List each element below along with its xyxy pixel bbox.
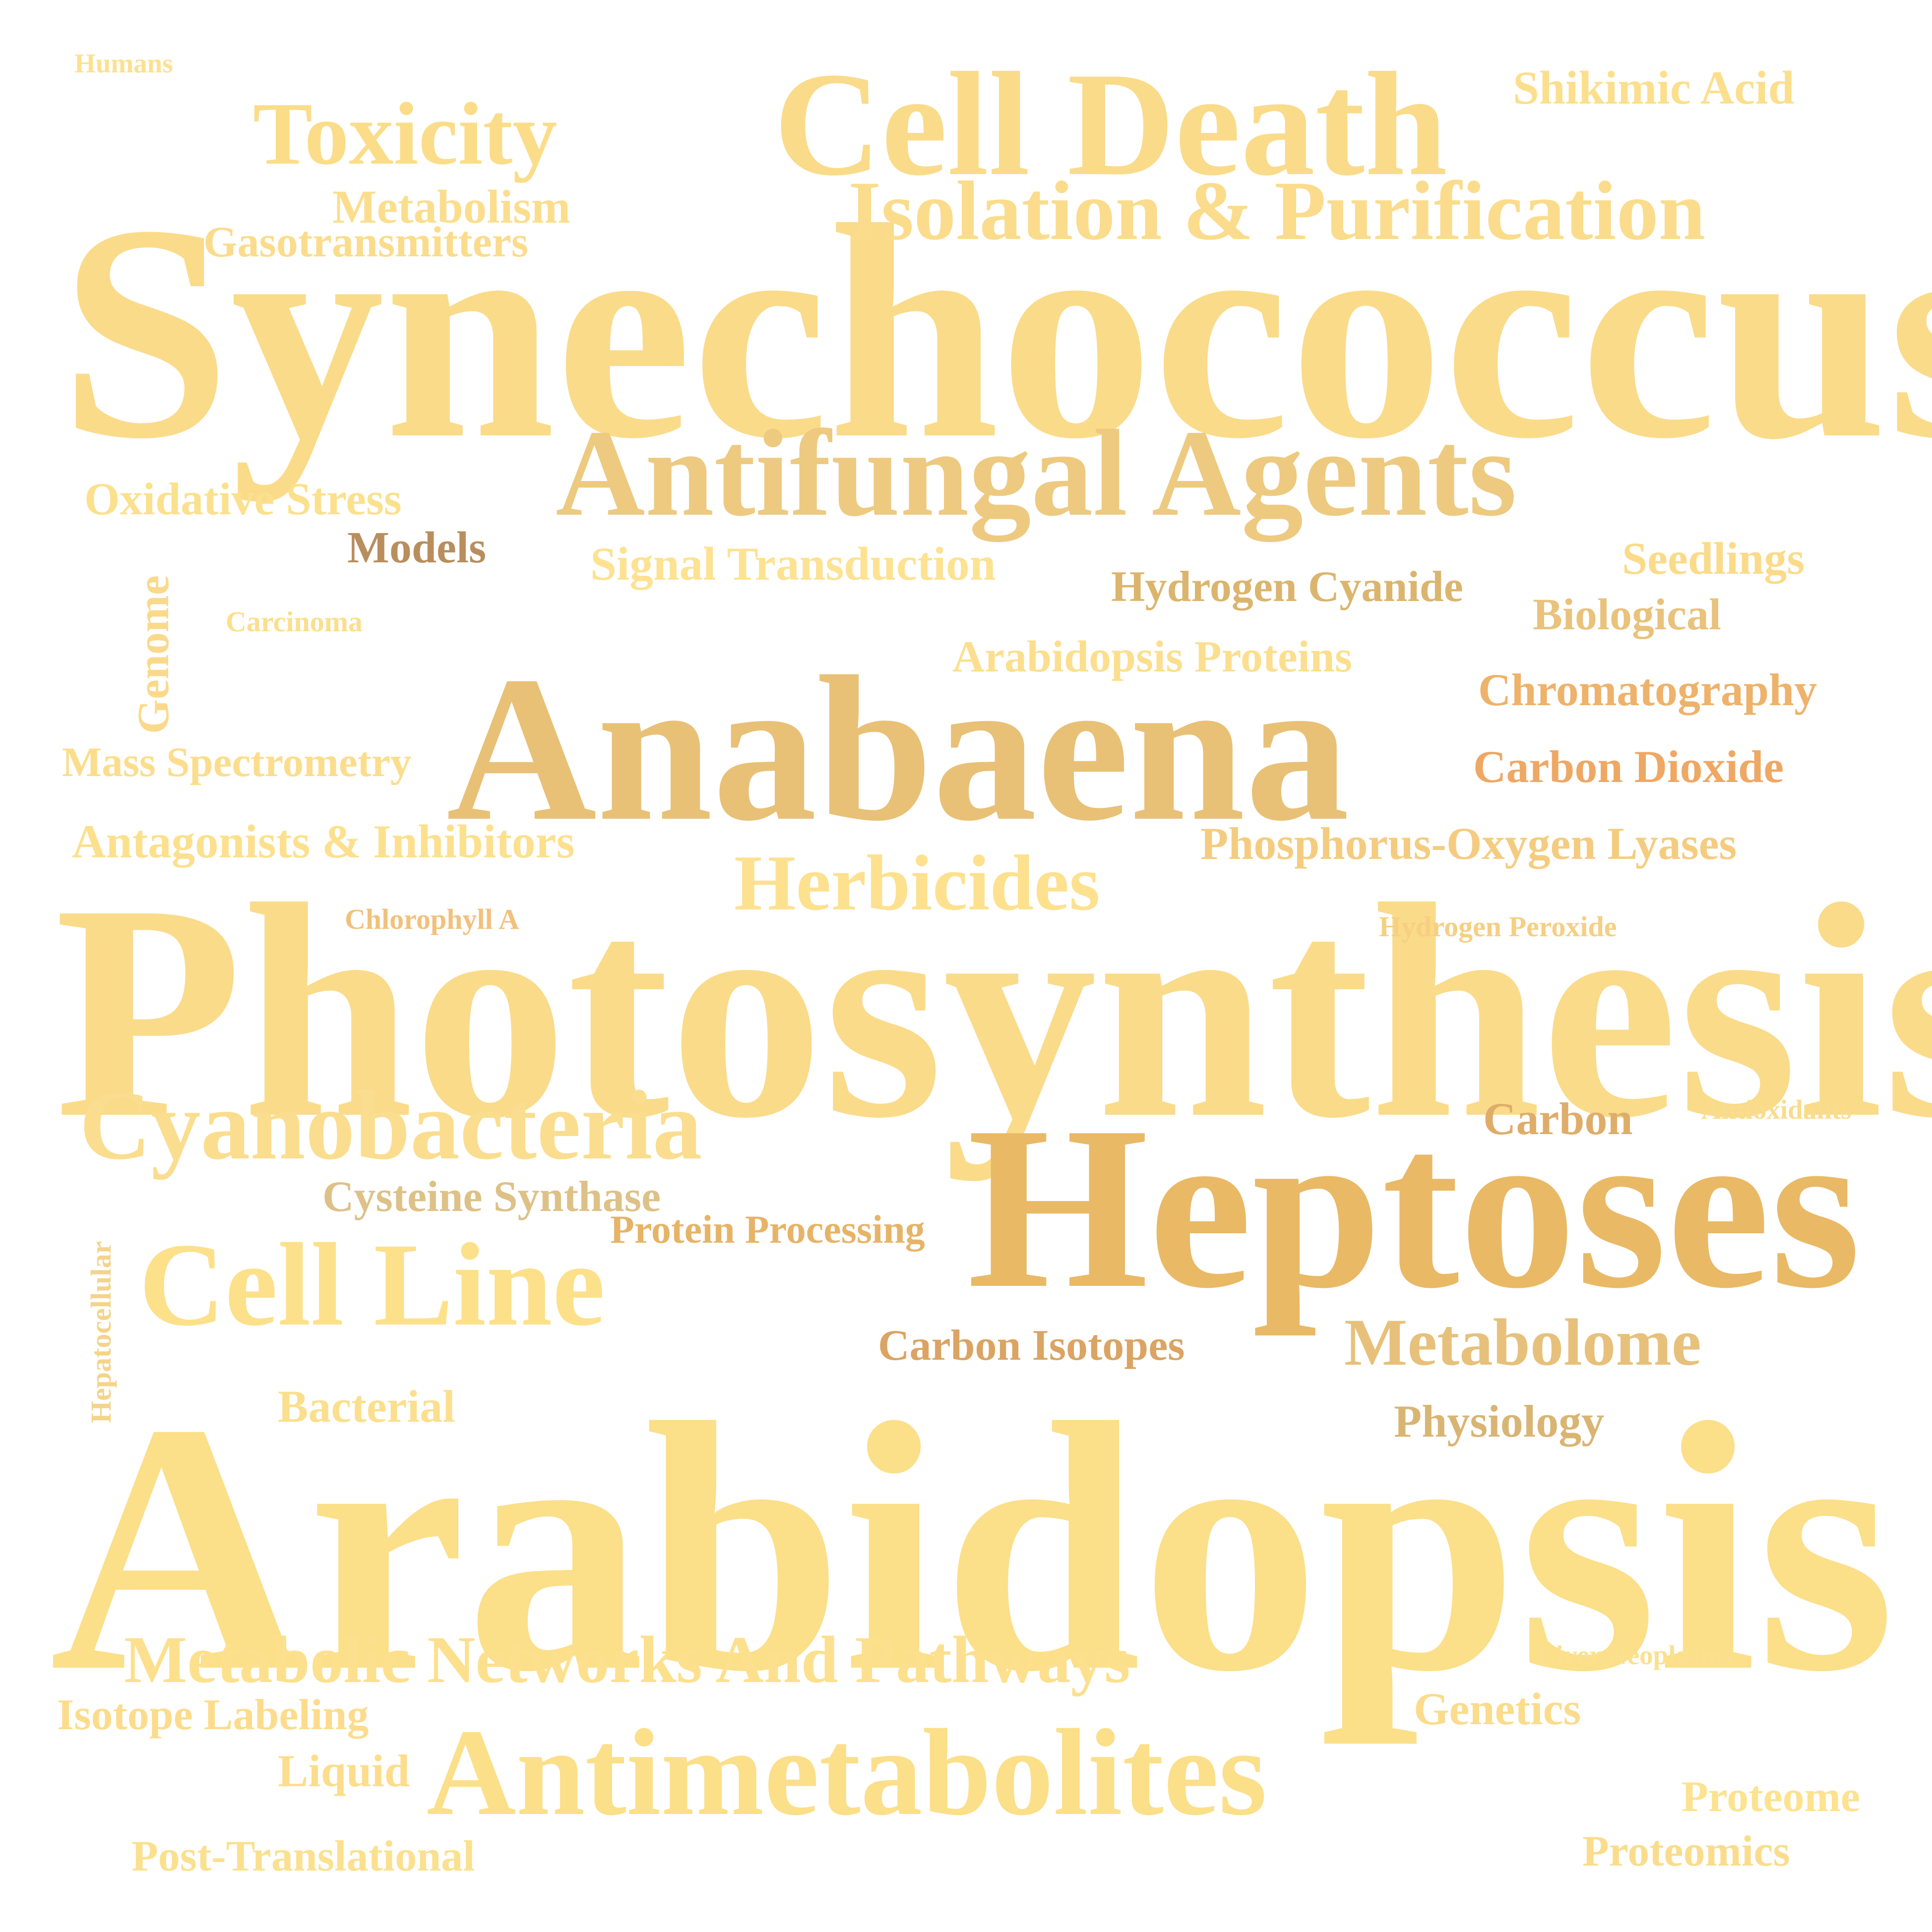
- word-bacterial: Bacterial: [278, 1381, 455, 1432]
- word-cysteine-synthase: Cysteine Synthase: [322, 1173, 661, 1221]
- word-genetics: Genetics: [1414, 1684, 1581, 1734]
- word-arabidopsis: Arabidopsis: [50, 1349, 1896, 1745]
- word-liquid: Liquid: [278, 1746, 410, 1796]
- word-models: Models: [347, 523, 486, 572]
- word-toxicity: Toxicity: [253, 84, 558, 183]
- word-heptoses: Heptoses: [967, 1078, 1861, 1336]
- word-photosynthesis: Photosynthesis: [55, 842, 1932, 1182]
- word-antagonists-inhibitors: Antagonists & Inhibitors: [72, 815, 575, 868]
- word-isotope-labeling: Isotope Labeling: [57, 1691, 369, 1739]
- word-anabaena: Anabaena: [446, 633, 1350, 864]
- word-antimetabolites: Antimetabolites: [427, 1704, 1267, 1841]
- word-antifungal-agents: Antifungal Agents: [556, 405, 1517, 542]
- word-post-translational: Post-Translational: [131, 1832, 475, 1880]
- word-carbon-isotopes: Carbon Isotopes: [878, 1322, 1185, 1370]
- word-proteomics: Proteomics: [1582, 1827, 1790, 1875]
- word-proteome: Proteome: [1682, 1773, 1860, 1821]
- word-gasotransmitters: Gasotransmitters: [203, 218, 528, 266]
- word-physiology: Physiology: [1394, 1396, 1605, 1447]
- word-liver-neoplasms: Liver Neoplasms: [1538, 1640, 1734, 1670]
- word-signal-transduction: Signal Transduction: [590, 538, 996, 590]
- word-synechococcus: Synechococcus: [60, 162, 1932, 502]
- word-humans: Humans: [74, 48, 173, 78]
- word-cyanobacteria: Cyanobacteria: [79, 1071, 702, 1180]
- word-shikimic-acid: Shikimic Acid: [1513, 61, 1795, 114]
- word-hepatocellular: Hepatocellular: [85, 1241, 117, 1423]
- word-seedlings: Seedlings: [1622, 533, 1805, 584]
- word-phosphorus-oxygen-lyases: Phosphorus-Oxygen Lyases: [1200, 818, 1737, 869]
- word-hydrogen-peroxide: Hydrogen Peroxide: [1379, 910, 1617, 943]
- word-carcinoma: Carcinoma: [226, 605, 363, 638]
- word-herbicides: Herbicides: [734, 839, 1100, 927]
- word-genome: Genome: [129, 575, 178, 734]
- word-biological: Biological: [1533, 590, 1721, 639]
- word-protein-processing: Protein Processing: [610, 1208, 925, 1252]
- word-oxidative-stress: Oxidative Stress: [84, 474, 402, 524]
- word-hydrogen-cyanide: Hydrogen Cyanide: [1111, 563, 1463, 611]
- word-carbon-dioxide: Carbon Dioxide: [1473, 741, 1784, 792]
- word-metabolism: Metabolism: [332, 181, 571, 233]
- word-arabidopsis-proteins: Arabidopsis Proteins: [952, 632, 1352, 681]
- word-mass-spectrometry: Mass Spectrometry: [62, 739, 412, 785]
- word-metabolome: Metabolome: [1344, 1306, 1701, 1380]
- word-metabolic-networks: Metabolic Networks And Pathways: [124, 1623, 1130, 1697]
- word-chromatography: Chromatography: [1478, 664, 1817, 715]
- word-isolation-purification: Isolation & Purification: [848, 164, 1706, 257]
- word-antioxidants: Antioxidants: [1701, 1094, 1852, 1125]
- word-cell-death: Cell Death: [774, 42, 1448, 206]
- word-cell-line: Cell Line: [139, 1218, 605, 1350]
- word-chlorophyll-a: Chlorophyll A: [345, 903, 519, 935]
- word-carbon: Carbon: [1483, 1093, 1633, 1144]
